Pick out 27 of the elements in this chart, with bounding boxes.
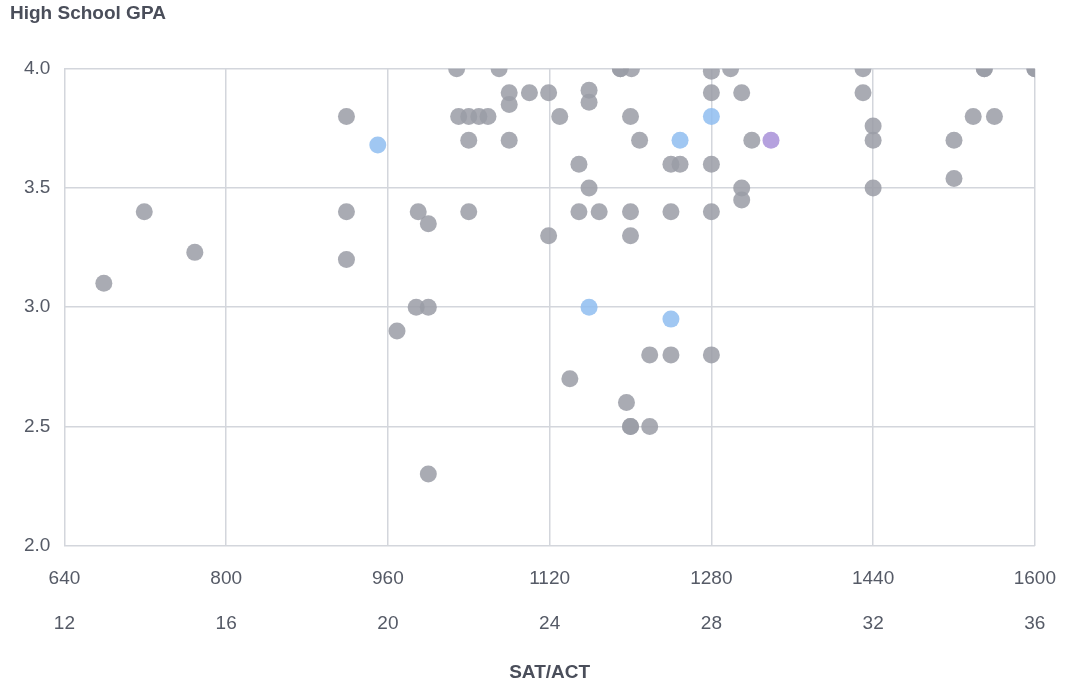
y-tick-label: 2.0 (23, 533, 51, 555)
x-tick-label: 1280 (690, 567, 733, 589)
x-tick-label: 640 (48, 567, 81, 589)
x-tick-label: 800 (210, 567, 243, 589)
x2-tick-label: 24 (539, 612, 561, 634)
x-tick-label: 1440 (851, 567, 895, 589)
x-tick-label: 1600 (1013, 567, 1057, 589)
x2-tick-label: 20 (377, 612, 399, 634)
x-axis-title: SAT/ACT (509, 660, 591, 682)
y-tick-label: 3.5 (23, 176, 51, 198)
x2-tick-label: 16 (215, 612, 237, 634)
point (369, 136, 387, 154)
x2-tick-label: 36 (1024, 612, 1046, 634)
x2-tick-label: 28 (700, 612, 722, 634)
x2-tick-label: 12 (53, 612, 75, 634)
point (671, 131, 689, 149)
point (702, 107, 720, 125)
point (762, 131, 780, 149)
point (580, 298, 598, 316)
x-tick-label: 1120 (529, 567, 571, 589)
y-tick-label: 2.5 (23, 414, 51, 436)
y-tick-label: 3.0 (23, 295, 51, 317)
x-tick-label: 960 (372, 567, 404, 589)
y-tick-label: 4.0 (23, 57, 51, 79)
x2-tick-label: 32 (862, 612, 884, 634)
y-axis-title: High School GPA (10, 1, 167, 23)
point (662, 310, 680, 328)
